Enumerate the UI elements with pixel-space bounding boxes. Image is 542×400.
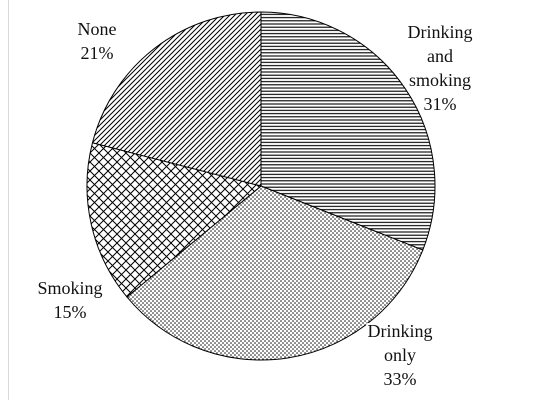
slice-label-halo: Smoking — [37, 278, 102, 298]
slice-label-halo: None — [78, 19, 117, 39]
slice-label-halo: smoking — [409, 70, 471, 90]
slice-percent-label: 33% — [384, 369, 417, 389]
slice-label-halo: 15% — [54, 302, 87, 322]
pie-labels: DrinkingDrinkingandandsmokingsmoking31%3… — [35, 17, 475, 391]
slice-label-halo: 33% — [384, 369, 417, 389]
slice-label-halo: 31% — [424, 94, 457, 114]
slice-category-label: Drinking — [368, 321, 433, 341]
slice-category-label: Drinking — [408, 22, 473, 42]
pie-slice-drinking-and-smoking — [260, 11, 436, 251]
pie-slices — [86, 11, 436, 361]
slice-percent-label: 31% — [424, 94, 457, 114]
pie-slice-smoking — [86, 142, 263, 298]
slice-category-label: and — [427, 46, 453, 66]
slice-category-label: None — [78, 19, 117, 39]
slice-label-halo: and — [427, 46, 453, 66]
slice-percent-label: 15% — [54, 302, 87, 322]
frame-left-rule — [8, 0, 9, 400]
pie-slice-drinking-only — [126, 185, 424, 361]
slice-percent-label: 21% — [81, 43, 114, 63]
slice-category-label: smoking — [409, 70, 471, 90]
slice-category-label: only — [384, 345, 416, 365]
slice-label-0: DrinkingDrinkingandandsmokingsmoking31%3… — [406, 20, 475, 116]
slice-category-label: Smoking — [37, 278, 102, 298]
slice-label-halo: Drinking — [408, 22, 473, 42]
slice-label-halo: only — [384, 345, 416, 365]
pie-slice-none — [91, 11, 262, 187]
slice-label-halo: 21% — [81, 43, 114, 63]
slice-label-halo: Drinking — [368, 321, 433, 341]
